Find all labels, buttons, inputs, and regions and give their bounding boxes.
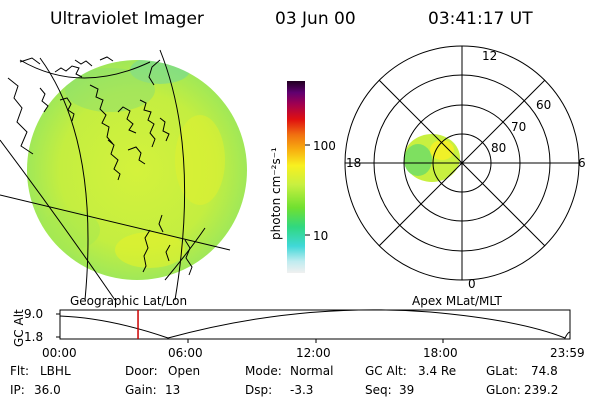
dsp-label: Dsp: [245,383,273,397]
header-time: 03:41:17 UT [428,9,533,29]
flt-label: Flt: [10,364,29,378]
gain-value: 13 [165,383,181,397]
gcalt-value: 3.4 Re [418,364,457,378]
time-tick-1200: 12:00 [296,346,331,360]
polar-plot [344,45,580,281]
polar-label-18: 18 [346,156,362,170]
seq-label: Seq: [365,383,392,397]
time-tick-0000: 00:00 [42,346,77,360]
polar-label-6: 6 [578,156,586,170]
gain-label: Gain: [125,383,157,397]
seq-value: 39 [399,383,415,397]
altitude-plot [56,309,571,343]
mode-value: Normal [290,364,334,378]
colorbar-tick-100: 100 [313,139,336,153]
geographic-projection-label: Geographic Lat/Lon [70,294,188,308]
colorbar [287,81,305,273]
flt-value: LBHL [40,364,71,378]
glon-value: 239.2 [524,383,559,397]
altitude-ytick-high: 9.0 [24,307,44,321]
ip-value: 36.0 [34,383,61,397]
polar-label-60: 60 [536,98,552,112]
dsp-value: -3.3 [290,383,314,397]
altitude-ytick-low: 1.8 [24,330,44,344]
glon-label: GLon: [486,383,521,397]
ip-label: IP: [10,383,25,397]
glat-value: 74.8 [531,364,558,378]
earth-disk [27,60,247,280]
time-tick-0600: 06:00 [168,346,203,360]
mode-label: Mode: [245,364,282,378]
door-value: Open [168,364,201,378]
header-date: 03 Jun 00 [275,9,356,29]
time-tick-1800: 18:00 [423,346,458,360]
polar-label-0: 0 [468,277,476,291]
polar-label-12: 12 [482,49,498,63]
apex-projection-label: Apex MLat/MLT [412,294,502,308]
polar-label-70: 70 [511,120,527,134]
gcalt-label: GC Alt: [365,364,407,378]
glat-label: GLat: [486,364,519,378]
app-title: Ultraviolet Imager [50,9,204,29]
colorbar-unit-label: photon cm⁻²s⁻¹ [269,147,283,240]
geo-graticule [0,49,231,301]
polar-label-80: 80 [491,141,507,155]
coastlines [7,56,193,276]
colorbar-tick-10: 10 [313,229,329,243]
door-label: Door: [125,364,158,378]
time-tick-2359: 23:59 [550,346,585,360]
